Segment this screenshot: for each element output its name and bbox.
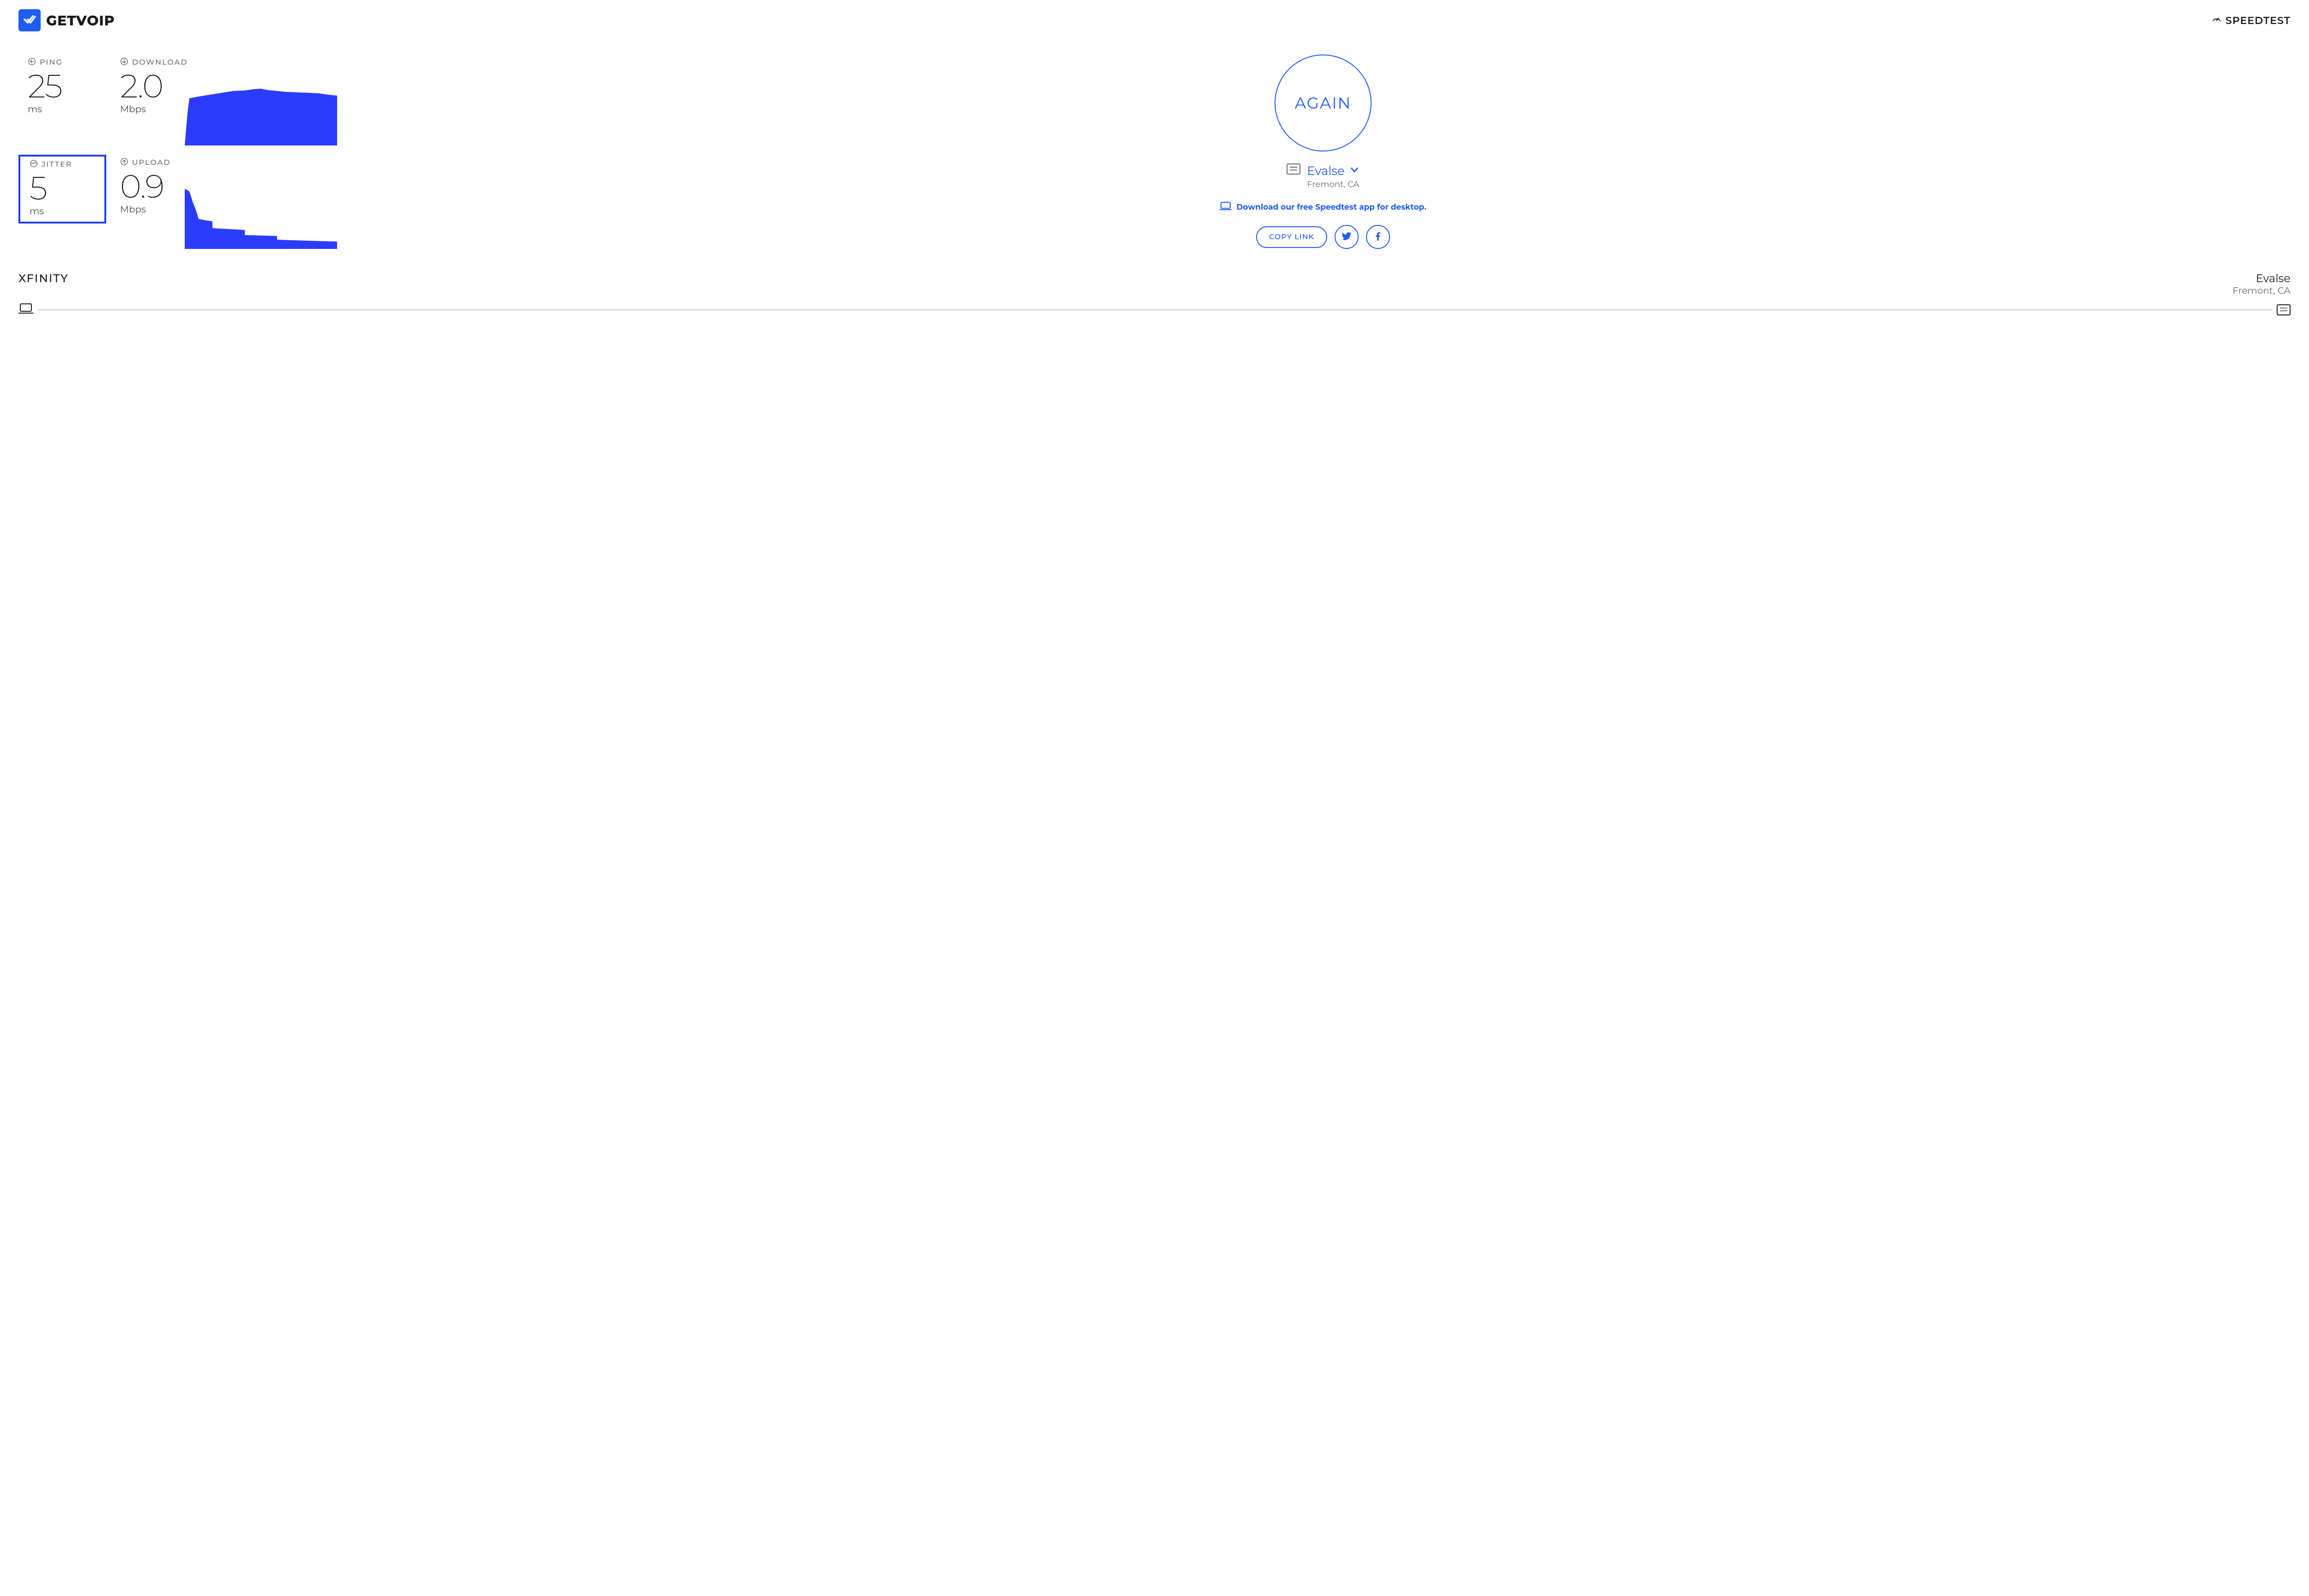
main: PING 25 ms DOWNLOAD 2.0 Mbps JITTER <box>18 54 2291 249</box>
jitter-label: JITTER <box>42 160 72 169</box>
isp-name: XFINITY <box>18 272 69 285</box>
server-icon <box>1287 163 1300 175</box>
again-button[interactable]: AGAIN <box>1275 54 1372 151</box>
download-metric: DOWNLOAD 2.0 Mbps <box>111 54 180 120</box>
results-grid: PING 25 ms DOWNLOAD 2.0 Mbps JITTER <box>18 54 337 249</box>
upload-chart <box>185 184 337 249</box>
logo[interactable]: GETVOIP <box>18 9 115 31</box>
jitter-value: 5 <box>30 172 100 204</box>
share-actions: COPY LINK <box>1256 225 1390 249</box>
speedtest-brand-text: SPEEDTEST <box>2225 14 2291 27</box>
ping-metric: PING 25 ms <box>18 54 106 120</box>
server-location: Fremont, CA <box>1307 179 1359 189</box>
jitter-unit: ms <box>30 206 100 217</box>
ping-value: 25 <box>28 70 102 102</box>
facebook-icon <box>1372 230 1384 244</box>
copy-link-label: COPY LINK <box>1269 233 1314 242</box>
logo-text: GETVOIP <box>46 12 115 29</box>
logo-checkmarks-icon <box>18 9 41 31</box>
footer-server-icon <box>2277 304 2291 315</box>
upload-metric: UPLOAD 0.9 Mbps <box>111 155 180 220</box>
speedtest-brand: SPEEDTEST <box>2212 14 2291 27</box>
server-selector[interactable]: Evalse Fremont, CA <box>1287 163 1359 189</box>
upload-label: UPLOAD <box>132 158 171 167</box>
footer-server-name: Evalse <box>2232 272 2291 285</box>
footer-server-location: Fremont, CA <box>2232 285 2291 296</box>
copy-link-button[interactable]: COPY LINK <box>1256 226 1327 248</box>
twitter-button[interactable] <box>1335 225 1359 249</box>
gauge-icon <box>2212 14 2222 27</box>
client-laptop-icon <box>18 303 33 316</box>
jitter-metric: JITTER 5 ms <box>18 155 106 224</box>
side-panel: AGAIN Evalse Fremont, CA Download our fr… <box>356 54 2291 249</box>
connection-line <box>38 309 2272 311</box>
download-app-link[interactable]: Download our free Speedtest app for desk… <box>1220 201 1426 213</box>
laptop-icon <box>1220 201 1232 213</box>
header: GETVOIP SPEEDTEST <box>18 9 2291 31</box>
twitter-icon <box>1341 230 1352 244</box>
upload-value: 0.9 <box>120 170 175 202</box>
download-app-text: Download our free Speedtest app for desk… <box>1236 203 1426 212</box>
server-name: Evalse <box>1307 163 1344 178</box>
footer: XFINITY Evalse Fremont, CA <box>18 272 2291 316</box>
ping-unit: ms <box>28 104 102 115</box>
again-label: AGAIN <box>1295 93 1352 113</box>
facebook-button[interactable] <box>1366 225 1390 249</box>
download-chart <box>185 81 337 145</box>
chevron-down-icon <box>1349 163 1360 178</box>
download-value: 2.0 <box>120 70 175 102</box>
